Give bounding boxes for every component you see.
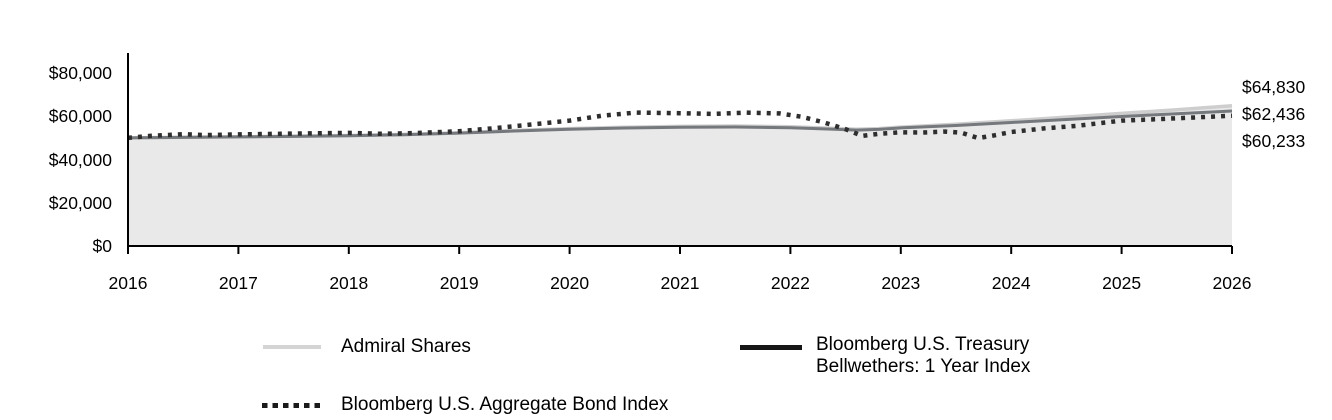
treasury-bellwethers-index-end-value: $62,436 — [1242, 104, 1306, 124]
legend-aggregate-bond-index-label: Bloomberg U.S. Aggregate Bond Index — [341, 394, 669, 415]
x-axis-label-2018: 2018 — [329, 273, 369, 293]
y-axis-label-40000: $40,000 — [48, 149, 112, 170]
admiral-shares-line-swatch-icon — [263, 345, 321, 349]
x-axis-label-2019: 2019 — [439, 273, 479, 293]
legend-treasury-index-label: Bloomberg U.S. Treasury Bellwethers: 1 Y… — [816, 334, 1030, 378]
x-axis-label-2020: 2020 — [550, 273, 590, 293]
y-axis-label-80000: $80,000 — [48, 63, 112, 83]
y-axis-label-0: $0 — [92, 236, 112, 256]
treasury-bellwethers-index-line — [127, 109, 1233, 140]
x-axis-label-2023: 2023 — [881, 273, 921, 293]
x-axis-label-2021: 2021 — [660, 273, 700, 293]
legend-admiral-shares-label: Admiral Shares — [341, 336, 471, 357]
treasury-index-line-swatch-icon — [740, 345, 802, 350]
x-axis-label-2017: 2017 — [218, 273, 258, 293]
x-axis-label-2026: 2026 — [1212, 273, 1252, 293]
x-axis-label-2024: 2024 — [991, 273, 1031, 293]
x-axis-label-2022: 2022 — [770, 273, 810, 293]
aggregate-bond-index-end-value: $60,233 — [1242, 131, 1306, 151]
legend-treasury-index-line1: Bloomberg U.S. Treasury — [816, 334, 1030, 355]
x-axis-label-2025: 2025 — [1102, 273, 1142, 293]
admiral-shares-end-value: $64,830 — [1242, 77, 1306, 97]
y-axis-label-20000: $20,000 — [48, 192, 112, 213]
legend-treasury-index-line2: Bellwethers: 1 Year Index — [816, 356, 1031, 377]
admiral-shares-area — [128, 105, 1232, 246]
aggregate-bond-index-dotted-swatch-icon — [262, 403, 320, 408]
y-axis-label-60000: $60,000 — [48, 106, 112, 127]
aggregate-bond-index-line — [127, 110, 1233, 141]
x-axis-label-2016: 2016 — [108, 273, 148, 293]
